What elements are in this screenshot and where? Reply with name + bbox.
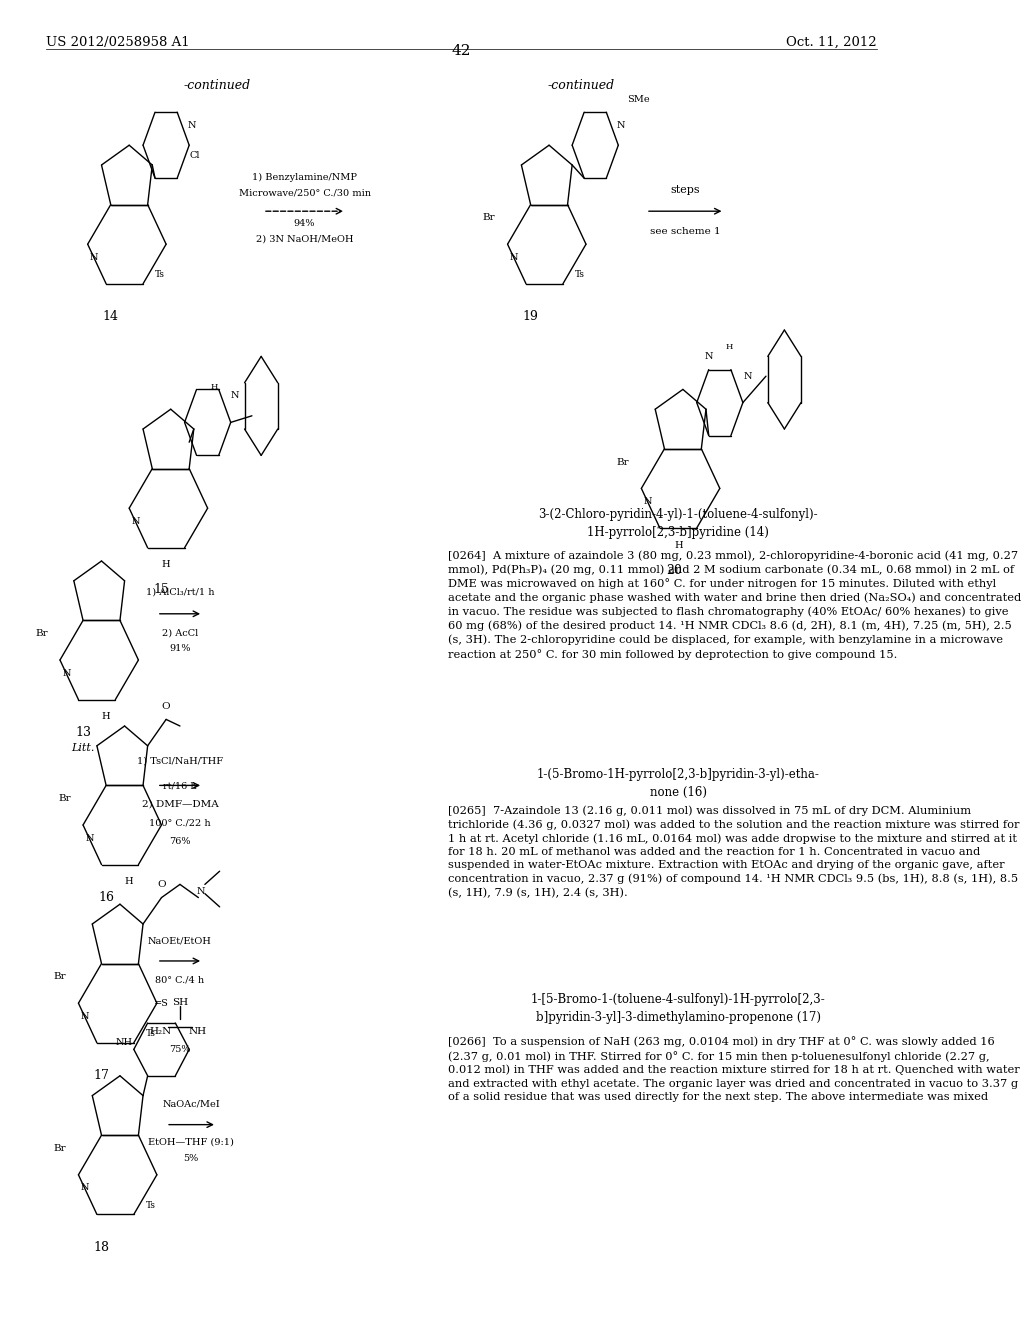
Text: 16: 16 — [98, 891, 114, 904]
Text: 17: 17 — [93, 1069, 110, 1082]
Text: -continued: -continued — [548, 79, 615, 92]
Text: N: N — [90, 253, 98, 261]
Text: Br: Br — [58, 795, 71, 803]
Text: 100° C./22 h: 100° C./22 h — [150, 818, 211, 828]
Text: -continued: -continued — [183, 79, 251, 92]
Text: 2) DMF—DMA: 2) DMF—DMA — [141, 800, 218, 809]
Text: Litt.: Litt. — [72, 743, 95, 754]
Text: H: H — [674, 541, 683, 549]
Text: 13: 13 — [75, 726, 91, 739]
Text: 5%: 5% — [183, 1154, 199, 1163]
Text: N: N — [510, 253, 518, 261]
Text: N: N — [743, 372, 752, 380]
Text: 2) AcCl: 2) AcCl — [162, 628, 198, 638]
Text: N: N — [643, 498, 652, 506]
Text: N: N — [81, 1012, 89, 1020]
Text: steps: steps — [671, 185, 700, 195]
Text: Br: Br — [53, 973, 67, 981]
Text: 19: 19 — [522, 310, 539, 323]
Text: N: N — [616, 121, 626, 129]
Text: 1) Benzylamine/NMP: 1) Benzylamine/NMP — [252, 173, 357, 182]
Text: H: H — [125, 878, 133, 886]
Text: [0266]  To a suspension of NaH (263 mg, 0.0104 mol) in dry THF at 0° C. was slow: [0266] To a suspension of NaH (263 mg, 0… — [447, 1036, 1019, 1102]
Text: 42: 42 — [452, 44, 471, 58]
Text: EtOH—THF (9:1): EtOH—THF (9:1) — [148, 1138, 233, 1147]
Text: Cl: Cl — [189, 152, 200, 160]
Text: NaOEt/EtOH: NaOEt/EtOH — [148, 936, 212, 945]
Text: US 2012/0258958 A1: US 2012/0258958 A1 — [46, 36, 189, 49]
Text: 14: 14 — [102, 310, 119, 323]
Text: N: N — [705, 352, 713, 360]
Text: H₂N: H₂N — [150, 1027, 172, 1036]
Text: Ts: Ts — [145, 1201, 156, 1209]
Text: N: N — [85, 834, 94, 842]
Text: NH: NH — [188, 1027, 207, 1036]
Text: =S: =S — [154, 999, 169, 1007]
Text: 75%: 75% — [169, 1045, 190, 1055]
Text: H: H — [101, 713, 111, 721]
Text: N: N — [131, 517, 140, 525]
Text: NaOAc/MeI: NaOAc/MeI — [162, 1100, 220, 1109]
Text: Br: Br — [482, 214, 496, 222]
Text: SH: SH — [172, 998, 188, 1007]
Text: Ts: Ts — [155, 271, 165, 279]
Text: 2) 3N NaOH/MeOH: 2) 3N NaOH/MeOH — [256, 235, 353, 244]
Text: Microwave/250° C./30 min: Microwave/250° C./30 min — [239, 189, 371, 198]
Text: [0265]  7-Azaindole 13 (2.16 g, 0.011 mol) was dissolved in 75 mL of dry DCM. Al: [0265] 7-Azaindole 13 (2.16 g, 0.011 mol… — [447, 805, 1019, 898]
Text: N: N — [231, 392, 240, 400]
Text: 20: 20 — [666, 564, 682, 577]
Text: O: O — [162, 702, 170, 710]
Text: NH: NH — [116, 1039, 133, 1047]
Text: Br: Br — [35, 630, 48, 638]
Text: SMe: SMe — [628, 95, 650, 103]
Text: N: N — [62, 669, 71, 677]
Text: 1-[5-Bromo-1-(toluene-4-sulfonyl)-1H-pyrrolo[2,3-
b]pyridin-3-yl]-3-dimethylamin: 1-[5-Bromo-1-(toluene-4-sulfonyl)-1H-pyr… — [530, 993, 825, 1023]
Text: 18: 18 — [93, 1241, 110, 1254]
Text: 94%: 94% — [294, 219, 315, 228]
Text: Oct. 11, 2012: Oct. 11, 2012 — [786, 36, 877, 49]
Text: 91%: 91% — [169, 644, 190, 653]
Text: H: H — [725, 343, 733, 351]
Text: N: N — [197, 887, 206, 895]
Text: Br: Br — [53, 1144, 67, 1152]
Text: H: H — [210, 383, 218, 391]
Text: N: N — [81, 1184, 89, 1192]
Text: 76%: 76% — [169, 837, 190, 846]
Text: 1) TsCl/NaH/THF: 1) TsCl/NaH/THF — [137, 756, 223, 766]
Text: N: N — [187, 121, 197, 129]
Text: 1) AlCl₃/rt/1 h: 1) AlCl₃/rt/1 h — [145, 587, 214, 597]
Text: Br: Br — [616, 458, 629, 466]
Text: Ts: Ts — [145, 1030, 156, 1038]
Text: 1-(5-Bromo-1H-pyrrolo[2,3-b]pyridin-3-yl)-etha-
none (16): 1-(5-Bromo-1H-pyrrolo[2,3-b]pyridin-3-yl… — [537, 768, 820, 799]
Text: rt/16 h: rt/16 h — [163, 781, 197, 791]
Text: 15: 15 — [154, 583, 169, 597]
Text: Ts: Ts — [574, 271, 585, 279]
Text: O: O — [157, 880, 166, 888]
Text: [0264]  A mixture of azaindole 3 (80 mg, 0.23 mmol), 2-chloropyridine-4-boronic : [0264] A mixture of azaindole 3 (80 mg, … — [447, 550, 1021, 660]
Text: 80° C./4 h: 80° C./4 h — [156, 975, 205, 985]
Text: 3-(2-Chloro-pyridin-4-yl)-1-(toluene-4-sulfonyl)-
1H-pyrrolo[2,3-b]pyridine (14): 3-(2-Chloro-pyridin-4-yl)-1-(toluene-4-s… — [539, 508, 818, 539]
Text: see scheme 1: see scheme 1 — [650, 227, 721, 236]
Text: H: H — [162, 561, 170, 569]
